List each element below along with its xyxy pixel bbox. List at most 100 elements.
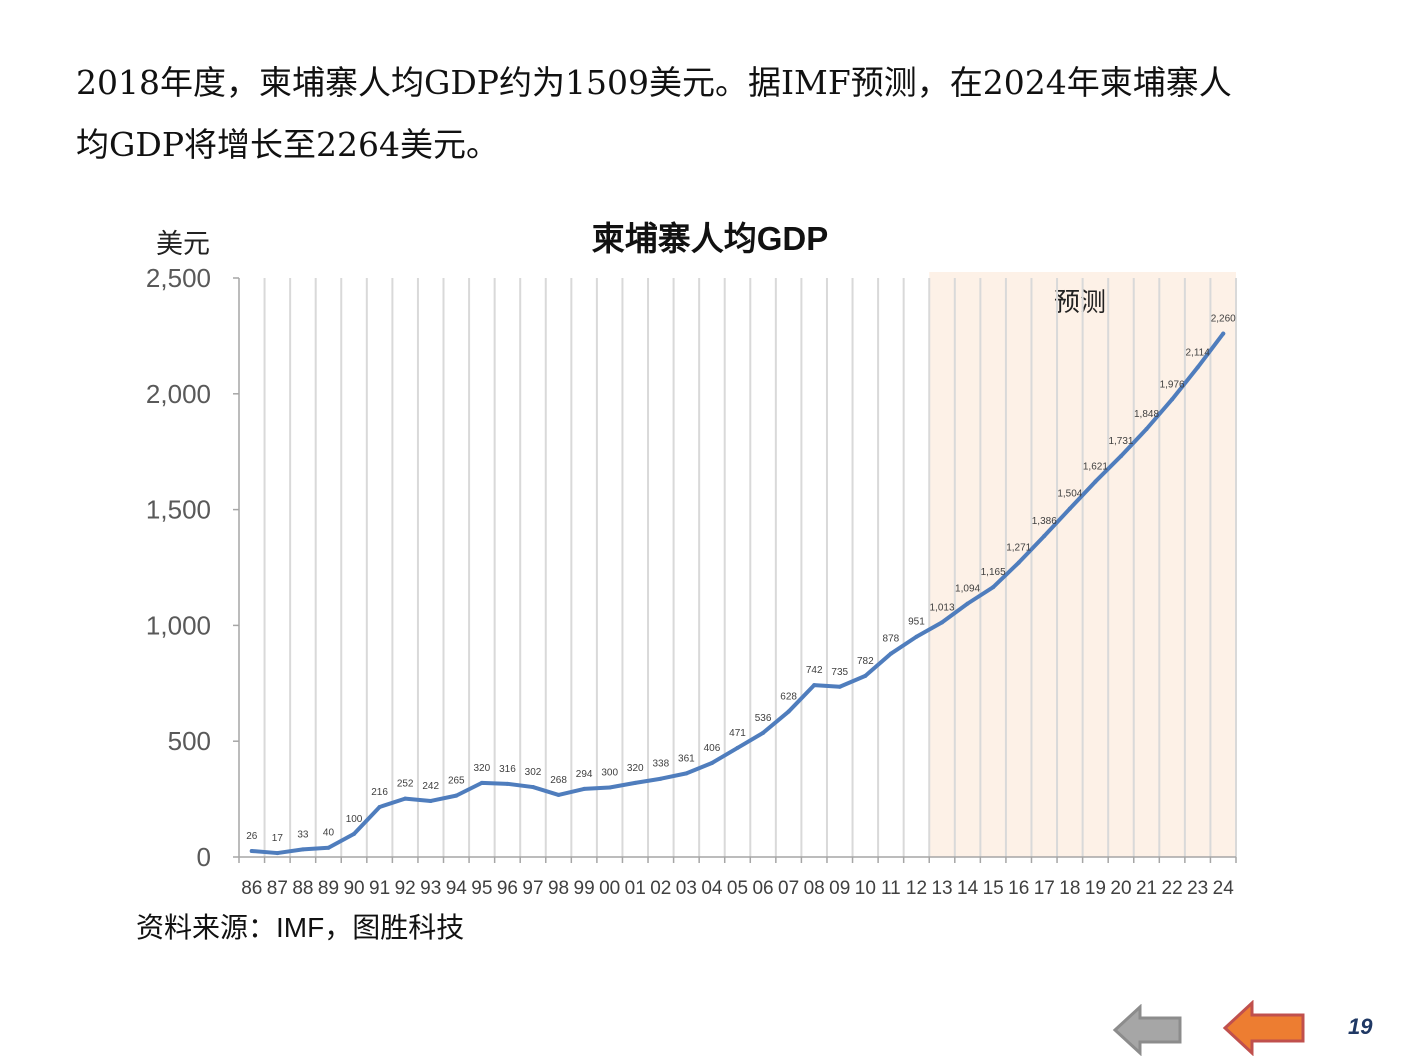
data-point bbox=[786, 709, 791, 714]
data-point bbox=[735, 745, 740, 750]
data-label: 951 bbox=[908, 617, 925, 628]
data-label: 735 bbox=[831, 667, 848, 678]
previous-page-button[interactable] bbox=[1112, 1003, 1184, 1061]
data-label: 216 bbox=[371, 787, 388, 798]
y-axis-unit-label: 美元 bbox=[156, 229, 210, 259]
data-point bbox=[377, 804, 382, 809]
data-point bbox=[607, 785, 612, 790]
data-label: 1,731 bbox=[1108, 436, 1133, 447]
x-tick-label: 12 bbox=[906, 878, 927, 899]
headline-line-1: 2018年度，柬埔寨人均GDP约为1509美元。据IMF预测，在2024年柬埔寨… bbox=[76, 63, 1232, 102]
data-point bbox=[684, 771, 689, 776]
x-tick-label: 90 bbox=[343, 878, 364, 899]
data-label: 33 bbox=[297, 829, 309, 840]
data-point bbox=[1144, 427, 1149, 432]
data-label: 252 bbox=[397, 779, 414, 790]
data-point bbox=[1067, 506, 1072, 511]
y-tick-label: 1,500 bbox=[146, 495, 211, 525]
data-label: 17 bbox=[272, 833, 284, 844]
data-point bbox=[479, 780, 484, 785]
data-point bbox=[326, 845, 331, 850]
x-tick-label: 88 bbox=[292, 878, 313, 899]
data-point bbox=[709, 760, 714, 765]
next-page-button[interactable] bbox=[1222, 999, 1308, 1061]
data-point bbox=[1195, 365, 1200, 370]
x-tick-label: 23 bbox=[1187, 878, 1208, 899]
data-label: 316 bbox=[499, 764, 516, 775]
x-tick-label: 13 bbox=[931, 878, 952, 899]
data-label: 338 bbox=[652, 759, 669, 770]
data-point bbox=[556, 792, 561, 797]
data-label: 361 bbox=[678, 753, 695, 764]
x-tick-label: 99 bbox=[574, 878, 595, 899]
data-point bbox=[582, 786, 587, 791]
y-tick-label: 0 bbox=[197, 842, 211, 872]
data-label: 1,504 bbox=[1057, 489, 1082, 500]
x-tick-label: 91 bbox=[369, 878, 390, 899]
data-label: 242 bbox=[422, 781, 439, 792]
x-tick-label: 05 bbox=[727, 878, 748, 899]
data-label: 1,621 bbox=[1083, 462, 1108, 473]
y-tick-label: 2,000 bbox=[146, 379, 211, 409]
x-tick-label: 93 bbox=[420, 878, 441, 899]
data-point bbox=[914, 634, 919, 639]
data-point bbox=[1042, 534, 1047, 539]
x-tick-label: 07 bbox=[778, 878, 799, 899]
headline-line-2: 均GDP将增长至2264美元。 bbox=[76, 125, 500, 164]
source-note: 资料来源：IMF，图胜科技 bbox=[136, 912, 465, 943]
forecast-label: 预测 bbox=[1054, 288, 1106, 318]
data-label: 471 bbox=[729, 728, 746, 739]
x-tick-label: 00 bbox=[599, 878, 620, 899]
data-label: 1,271 bbox=[1006, 543, 1031, 554]
data-label: 742 bbox=[806, 665, 823, 676]
data-label: 294 bbox=[576, 769, 593, 780]
x-tick-label: 97 bbox=[522, 878, 543, 899]
x-tick-label: 11 bbox=[881, 878, 901, 899]
data-point bbox=[658, 776, 663, 781]
y-tick-label: 1,000 bbox=[146, 610, 211, 640]
data-label: 2,114 bbox=[1186, 347, 1211, 358]
page-number: 19 bbox=[1348, 1014, 1373, 1039]
data-label: 536 bbox=[755, 713, 772, 724]
x-tick-label: 15 bbox=[983, 878, 1004, 899]
data-point bbox=[837, 684, 842, 689]
data-point bbox=[965, 601, 970, 606]
data-label: 628 bbox=[780, 692, 797, 703]
data-label: 1,165 bbox=[981, 567, 1006, 578]
data-point bbox=[1221, 331, 1226, 336]
data-point bbox=[300, 847, 305, 852]
data-point bbox=[505, 781, 510, 786]
data-label: 1,976 bbox=[1160, 379, 1185, 390]
data-label: 1,386 bbox=[1032, 516, 1057, 527]
data-point bbox=[352, 831, 357, 836]
y-tick-label: 500 bbox=[168, 726, 211, 756]
data-point bbox=[1118, 454, 1123, 459]
left-arrow-icon bbox=[1112, 1003, 1182, 1057]
x-tick-label: 24 bbox=[1213, 878, 1235, 899]
data-label: 268 bbox=[550, 775, 567, 786]
x-tick-label: 96 bbox=[497, 878, 518, 899]
x-tick-label: 08 bbox=[804, 878, 825, 899]
y-tick-label: 2,500 bbox=[146, 263, 211, 293]
x-tick-label: 19 bbox=[1085, 878, 1106, 899]
data-point bbox=[403, 796, 408, 801]
data-label: 302 bbox=[525, 767, 542, 778]
x-tick-label: 10 bbox=[855, 878, 876, 899]
data-label: 320 bbox=[627, 763, 644, 774]
data-point bbox=[633, 780, 638, 785]
data-point bbox=[888, 651, 893, 656]
x-tick-label: 14 bbox=[957, 878, 979, 899]
headline: 2018年度，柬埔寨人均GDP约为1509美元。据IMF预测，在2024年柬埔寨… bbox=[76, 52, 1376, 176]
x-tick-label: 94 bbox=[446, 878, 468, 899]
x-tick-label: 03 bbox=[676, 878, 697, 899]
data-point bbox=[940, 620, 945, 625]
data-label: 265 bbox=[448, 776, 465, 787]
data-label: 40 bbox=[323, 828, 335, 839]
data-label: 1,013 bbox=[929, 602, 954, 613]
data-point bbox=[1016, 560, 1021, 565]
data-point bbox=[991, 585, 996, 590]
x-tick-label: 16 bbox=[1008, 878, 1029, 899]
data-label: 320 bbox=[474, 763, 491, 774]
x-tick-label: 22 bbox=[1162, 878, 1183, 899]
